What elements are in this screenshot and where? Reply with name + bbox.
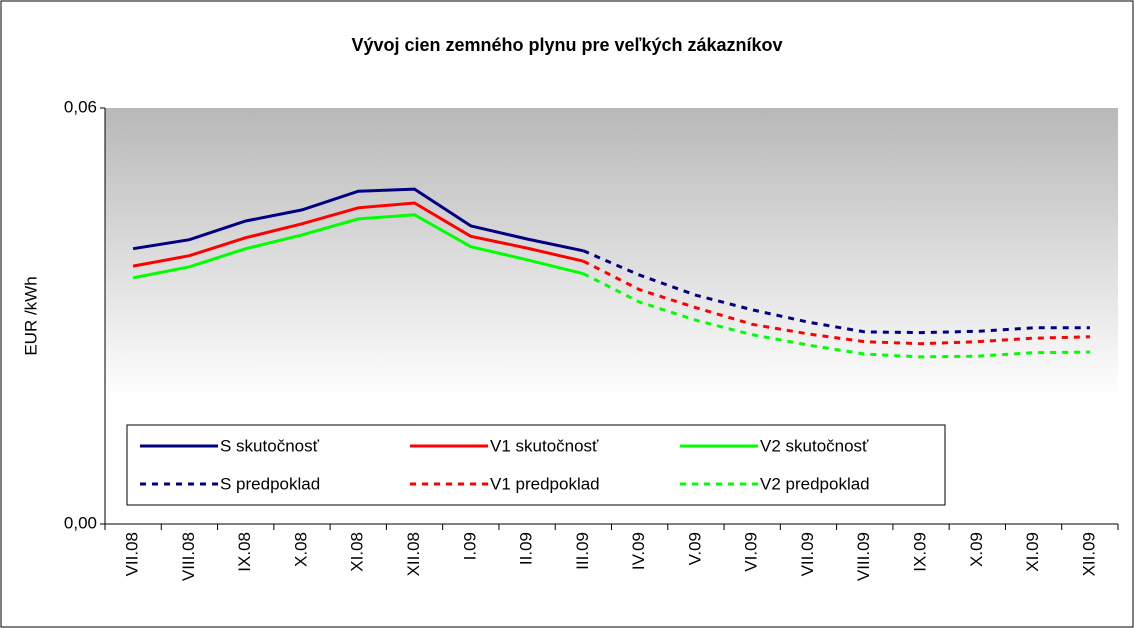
x-tick-label: XI.08 bbox=[348, 532, 367, 572]
series-line bbox=[582, 272, 1090, 359]
series-line bbox=[132, 213, 584, 280]
legend-label: V2 predpoklad bbox=[760, 474, 870, 493]
series-line bbox=[132, 187, 584, 253]
legend-label: V1 skutočnosť bbox=[490, 436, 599, 455]
x-tick-label: I.09 bbox=[460, 532, 479, 560]
x-tick-label: VI.09 bbox=[742, 532, 761, 572]
legend: S skutočnosť V1 skutočnosť V2 skutočnosť S … bbox=[126, 424, 946, 506]
x-tick-label: XII.08 bbox=[404, 532, 423, 576]
chart-title: Vývoj cien zemného plynu pre veľkých zák… bbox=[351, 35, 782, 55]
legend-label: S predpoklad bbox=[220, 474, 320, 493]
x-tick-label: V.09 bbox=[685, 532, 704, 565]
x-tick-label: X.08 bbox=[291, 532, 310, 567]
x-tick-label: VIII.09 bbox=[854, 532, 873, 581]
y-tick-label: 0,06 bbox=[64, 97, 97, 116]
series-line bbox=[582, 259, 1090, 346]
x-tick-label: IX.09 bbox=[911, 532, 930, 572]
series-line bbox=[582, 249, 1090, 335]
x-tick-label: II.09 bbox=[517, 532, 536, 565]
legend-label: V2 skutočnosť bbox=[760, 436, 869, 455]
x-tick-label: VII.09 bbox=[798, 532, 817, 576]
x-tick-label: III.09 bbox=[573, 532, 592, 570]
x-tick-label: IV.09 bbox=[629, 532, 648, 570]
y-tick-label: 0,00 bbox=[64, 513, 97, 532]
x-tick-label: VII.08 bbox=[123, 532, 142, 576]
x-tick-label: XI.09 bbox=[1023, 532, 1042, 572]
x-tick-label: VIII.08 bbox=[179, 532, 198, 581]
x-tick-label: X.09 bbox=[967, 532, 986, 567]
y-axis-label: EUR /kWh bbox=[21, 276, 40, 355]
series-line bbox=[132, 201, 584, 268]
x-tick-label: IX.08 bbox=[235, 532, 254, 572]
legend-label: V1 predpoklad bbox=[490, 474, 600, 493]
legend-box bbox=[126, 424, 946, 506]
x-tick-label: XII.09 bbox=[1079, 532, 1098, 576]
legend-label: S skutočnosť bbox=[220, 436, 320, 455]
